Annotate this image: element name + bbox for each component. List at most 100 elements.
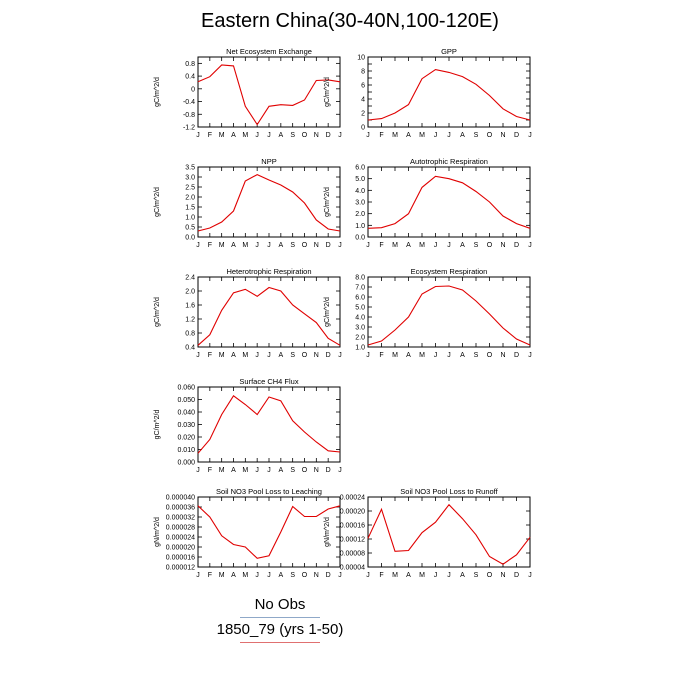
x-tick-label: F xyxy=(208,467,212,474)
x-tick-label: M xyxy=(242,352,248,359)
series-line xyxy=(197,64,341,126)
y-axis-label: gC/m^2/d xyxy=(154,410,161,440)
x-tick-label: N xyxy=(314,572,319,579)
x-tick-label: M xyxy=(219,132,225,139)
series-line xyxy=(197,286,341,346)
x-tick-label: S xyxy=(290,132,295,139)
x-tick-label: N xyxy=(500,352,505,359)
x-tick-label: A xyxy=(460,242,465,249)
y-tick-label: 0.00016 xyxy=(340,523,365,530)
x-tick-label: J xyxy=(434,352,438,359)
x-tick-label: M xyxy=(419,572,425,579)
x-tick-label: J xyxy=(267,352,271,359)
x-tick-label: S xyxy=(474,242,479,249)
x-tick-label: A xyxy=(278,572,283,579)
x-tick-label: J xyxy=(366,352,370,359)
x-tick-label: J xyxy=(267,467,271,474)
y-tick-label: 0.8 xyxy=(185,331,195,338)
x-tick-label: O xyxy=(302,132,308,139)
x-tick-label: J xyxy=(366,572,370,579)
y-tick-label: 0 xyxy=(191,86,195,93)
x-tick-label: J xyxy=(267,132,271,139)
legend-run-label: 1850_79 (yrs 1-50) xyxy=(216,621,344,638)
x-tick-label: M xyxy=(242,572,248,579)
x-tick-label: M xyxy=(219,352,225,359)
y-tick-label: 0.000012 xyxy=(166,565,195,572)
y-axis-label: gC/m^2/d xyxy=(154,187,161,217)
chart-title: Soil NO3 Pool Loss to Runoff xyxy=(400,487,498,496)
x-tick-label: J xyxy=(255,572,259,579)
y-tick-label: 0.010 xyxy=(177,447,195,454)
y-tick-label: 0.00012 xyxy=(340,537,365,544)
y-axis-label: gC/m^2/d xyxy=(154,297,161,327)
chart-frame xyxy=(367,166,531,238)
x-tick-label: S xyxy=(474,572,479,579)
x-tick-label: O xyxy=(487,352,493,359)
y-tick-label: 0.060 xyxy=(177,385,195,392)
y-axis-label: gC/m^2/d xyxy=(154,77,161,107)
x-tick-label: J xyxy=(366,242,370,249)
x-tick-label: J xyxy=(338,132,342,139)
x-tick-label: F xyxy=(379,572,383,579)
y-tick-label: 7.0 xyxy=(355,285,365,292)
x-tick-label: A xyxy=(278,352,283,359)
y-tick-label: 0.8 xyxy=(185,61,195,68)
x-tick-label: M xyxy=(392,242,398,249)
chart-net-ecosystem-exchange: Net Ecosystem Exchange -1.2 -0.8 -0.4 0 0.4 0.… xyxy=(154,47,342,139)
y-tick-label: 2.0 xyxy=(355,211,365,218)
y-tick-label: 8.0 xyxy=(355,275,365,282)
x-tick-label: F xyxy=(379,242,383,249)
y-tick-label: 2.0 xyxy=(355,335,365,342)
chart-surface-ch4-flux: Surface CH4 Flux 0.000 0.010 0.020 0.030 0.04… xyxy=(154,377,342,474)
x-tick-label: N xyxy=(314,132,319,139)
x-tick-label: J xyxy=(447,242,451,249)
y-tick-label: 1.6 xyxy=(185,303,195,310)
x-tick-label: O xyxy=(302,242,308,249)
y-tick-label: 0.00024 xyxy=(340,495,365,502)
chart-title: Ecosystem Respiration xyxy=(411,267,488,276)
x-tick-label: J xyxy=(338,572,342,579)
x-tick-label: J xyxy=(196,132,200,139)
series-line xyxy=(197,395,341,454)
y-tick-label: 2.0 xyxy=(185,289,195,296)
y-tick-label: 4.0 xyxy=(355,188,365,195)
legend-no-obs-label: No Obs xyxy=(254,596,306,613)
x-tick-label: N xyxy=(314,352,319,359)
x-tick-label: D xyxy=(326,132,331,139)
x-tick-label: O xyxy=(302,572,308,579)
x-tick-label: J xyxy=(366,132,370,139)
y-tick-label: 0.000 xyxy=(177,460,195,467)
x-tick-label: A xyxy=(278,132,283,139)
x-tick-label: M xyxy=(392,352,398,359)
y-tick-label: 0 xyxy=(361,125,365,132)
chart-frame xyxy=(367,276,531,348)
x-tick-label: J xyxy=(255,242,259,249)
x-tick-label: S xyxy=(474,132,479,139)
x-tick-label: M xyxy=(419,132,425,139)
y-tick-label: 0.000028 xyxy=(166,525,195,532)
y-tick-label: 0.000036 xyxy=(166,505,195,512)
x-tick-label: D xyxy=(514,352,519,359)
x-tick-label: N xyxy=(500,572,505,579)
x-tick-label: A xyxy=(278,242,283,249)
x-tick-label: J xyxy=(434,132,438,139)
page-title: Eastern China(30-40N,100-120E) xyxy=(201,10,499,32)
y-tick-label: 0.000020 xyxy=(166,545,195,552)
y-tick-label: 6 xyxy=(361,83,365,90)
x-tick-label: M xyxy=(392,572,398,579)
y-tick-label: 1.5 xyxy=(185,205,195,212)
x-tick-label: J xyxy=(267,572,271,579)
x-tick-label: J xyxy=(338,352,342,359)
y-tick-label: 1.0 xyxy=(355,345,365,352)
x-tick-label: F xyxy=(208,132,212,139)
y-axis-label: gN/m^2/d xyxy=(154,517,161,547)
x-tick-label: F xyxy=(379,352,383,359)
series-line xyxy=(367,503,531,565)
y-tick-label: 10 xyxy=(357,55,365,62)
y-tick-label: 0.000024 xyxy=(166,535,195,542)
x-tick-label: D xyxy=(326,352,331,359)
x-tick-label: A xyxy=(406,572,411,579)
y-tick-label: 1.0 xyxy=(185,215,195,222)
